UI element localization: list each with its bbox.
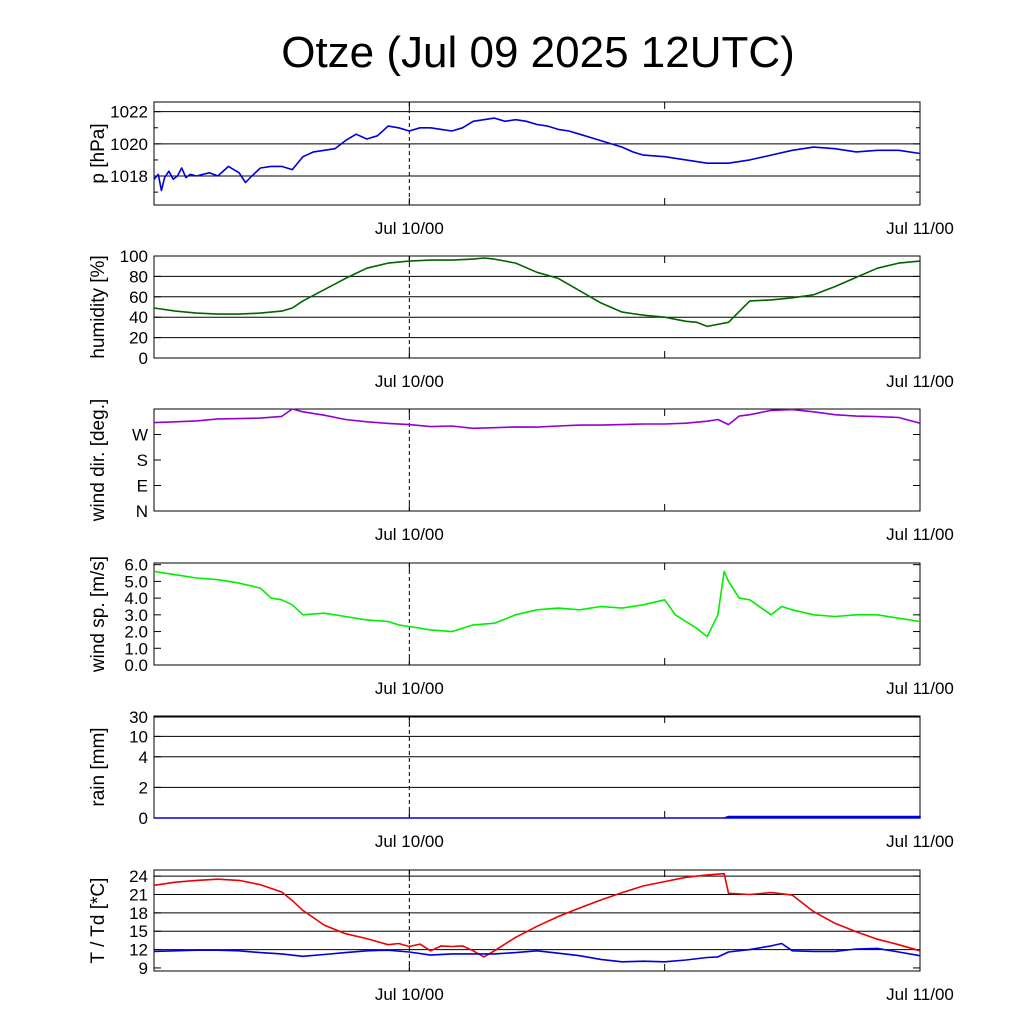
y-tick-label: 18 — [129, 904, 148, 923]
x-tick-label: Jul 11/00 — [886, 679, 954, 698]
y-axis-label: humidity [%] — [88, 255, 109, 358]
y-tick-label: 12 — [129, 941, 148, 960]
y-tick-label: 0 — [139, 349, 148, 368]
y-tick-label: 0 — [139, 809, 148, 828]
y-tick-label: 1.0 — [124, 639, 148, 658]
temperature-series-0 — [153, 872, 921, 958]
wind_speed-series-0 — [153, 570, 921, 638]
y-tick-label: 1020 — [110, 135, 148, 154]
y-tick-label: 30 — [129, 708, 148, 727]
rain-series-area — [154, 815, 921, 819]
x-tick-label: Jul 10/00 — [375, 525, 444, 544]
y-tick-label: 0.0 — [124, 656, 148, 675]
y-tick-label: 5.0 — [124, 572, 148, 591]
y-tick-label: 60 — [129, 288, 148, 307]
chart-title: Otze (Jul 09 2025 12UTC) — [281, 28, 795, 77]
y-tick-label: 40 — [129, 308, 148, 327]
y-tick-label: 80 — [129, 267, 148, 286]
x-tick-label: Jul 10/00 — [375, 832, 444, 851]
y-tick-label: 2.0 — [124, 623, 148, 642]
y-tick-label: N — [136, 502, 148, 521]
y-tick-label: 4.0 — [124, 589, 148, 608]
y-tick-label: 24 — [129, 867, 148, 886]
x-tick-label: Jul 11/00 — [886, 525, 954, 544]
y-tick-label: 3.0 — [124, 606, 148, 625]
y-tick-label: 1022 — [110, 103, 148, 122]
y-tick-label: S — [137, 451, 148, 470]
panel-pressure: 1018 1020 1022 Jul 10/00 Jul 11/00 p [hPa] — [88, 101, 954, 238]
y-axis-label: rain [mm] — [88, 727, 109, 806]
y-axis-label: wind dir. [deg.] — [88, 399, 109, 523]
plot-frame — [153, 869, 921, 972]
y-tick-label: 100 — [120, 247, 148, 266]
y-tick-label: 10 — [129, 727, 148, 746]
y-tick-label: 9 — [139, 959, 148, 978]
x-tick-label: Jul 11/00 — [886, 372, 954, 391]
plot-frame — [153, 408, 921, 512]
y-axis-label: wind sp. [m/s] — [88, 556, 109, 673]
y-tick-label: 21 — [129, 885, 148, 904]
x-tick-label: Jul 10/00 — [375, 372, 444, 391]
temperature-series-1 — [153, 942, 921, 963]
x-tick-label: Jul 11/00 — [886, 985, 954, 1004]
plot-frame — [153, 562, 921, 666]
y-tick-label: 2 — [139, 778, 148, 797]
x-tick-label: Jul 11/00 — [886, 832, 954, 851]
x-tick-label: Jul 10/00 — [375, 679, 444, 698]
y-axis-label: T / Td [*C] — [88, 878, 109, 964]
y-tick-label: 1018 — [110, 167, 148, 186]
plot-frame — [153, 101, 921, 206]
plot-frame — [153, 715, 921, 819]
y-tick-label: E — [137, 477, 148, 496]
x-tick-label: Jul 11/00 — [886, 219, 954, 238]
humidity-series-0 — [153, 257, 921, 328]
panel-wind_speed: 0.01.02.03.04.05.06.0 Jul 10/00 Jul 11/00 w… — [88, 556, 954, 698]
y-tick-label: 20 — [129, 329, 148, 348]
pressure-series-0 — [153, 117, 921, 192]
y-axis-label: p [hPa] — [88, 123, 109, 183]
y-tick-label: 6.0 — [124, 556, 148, 575]
wind_direction-series-0 — [153, 408, 921, 430]
y-tick-label: 4 — [139, 748, 148, 767]
plot-frame — [153, 255, 921, 359]
y-tick-label: 15 — [129, 922, 148, 941]
y-tick-label: W — [132, 426, 148, 445]
x-tick-label: Jul 10/00 — [375, 985, 444, 1004]
x-tick-label: Jul 10/00 — [375, 219, 444, 238]
